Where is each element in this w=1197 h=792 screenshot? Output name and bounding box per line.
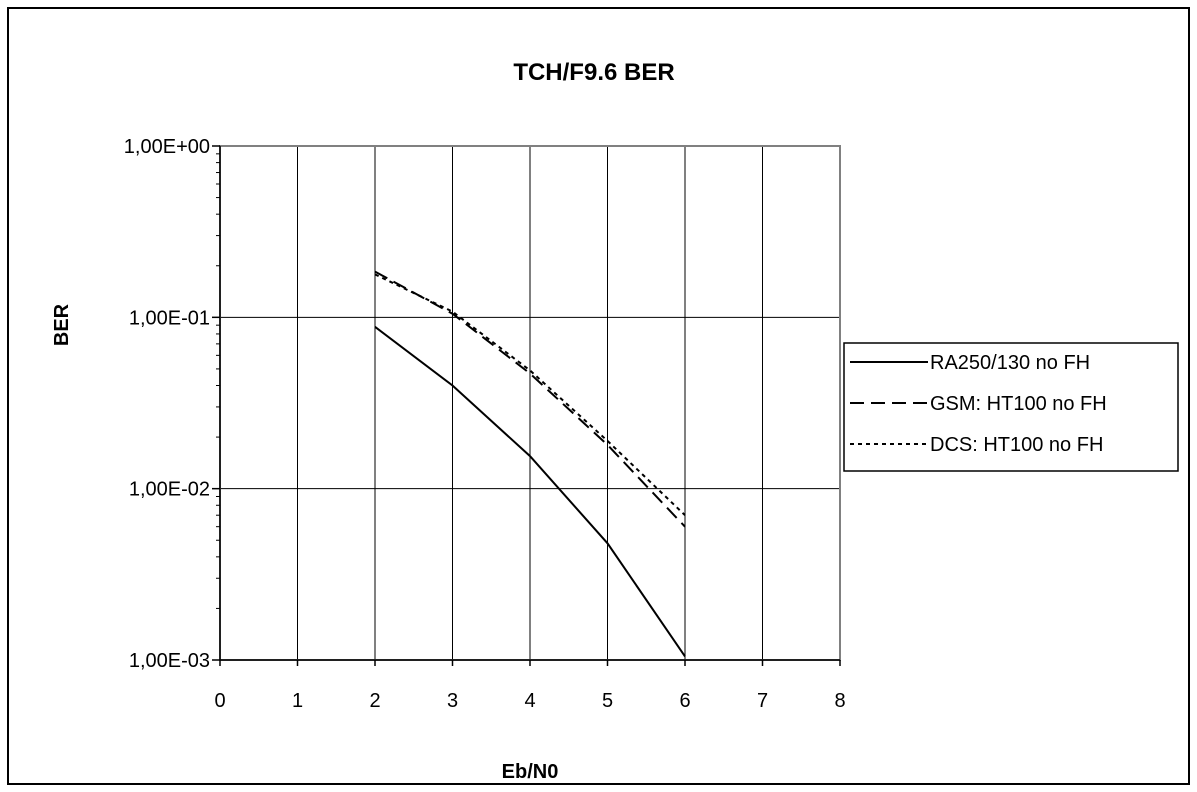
x-tick-label: 8 xyxy=(834,690,845,712)
x-tick-label: 3 xyxy=(447,690,458,712)
y-tick-label: 1,00E+00 xyxy=(124,136,210,158)
y-axis-label: BER xyxy=(51,303,73,346)
legend: RA250/130 no FH GSM: HT100 no FH DCS: HT10… xyxy=(843,342,1179,472)
x-tick-label: 6 xyxy=(679,690,690,712)
x-axis-label: Eb/N0 xyxy=(502,761,559,783)
legend-entry-3: DCS: HT100 no FH xyxy=(930,434,1103,456)
legend-entry-1: RA250/130 no FH xyxy=(930,352,1090,374)
plot-area: 1,00E+00 1,00E-01 1,00E-02 1,00E-030 1 2 3 4 5 6 7… xyxy=(124,136,846,712)
x-tick-label: 2 xyxy=(369,690,380,712)
x-tick-label: 4 xyxy=(524,690,535,712)
y-tick-label: 1,00E-03 xyxy=(129,650,210,672)
x-tick-label: 1 xyxy=(292,690,303,712)
series-line-1 xyxy=(374,326,686,657)
y-tick-label: 1,00E-02 xyxy=(129,479,210,501)
chart-title: TCH/F9.6 BER xyxy=(513,59,674,86)
x-tick-label: 5 xyxy=(602,690,613,712)
legend-box xyxy=(843,342,1179,472)
x-tick-label: 7 xyxy=(757,690,768,712)
y-tick-label: 1,00E-01 xyxy=(129,307,210,329)
legend-entry-2: GSM: HT100 no FH xyxy=(930,393,1107,415)
series-line-3 xyxy=(374,273,686,516)
x-tick-label: 0 xyxy=(214,690,225,712)
